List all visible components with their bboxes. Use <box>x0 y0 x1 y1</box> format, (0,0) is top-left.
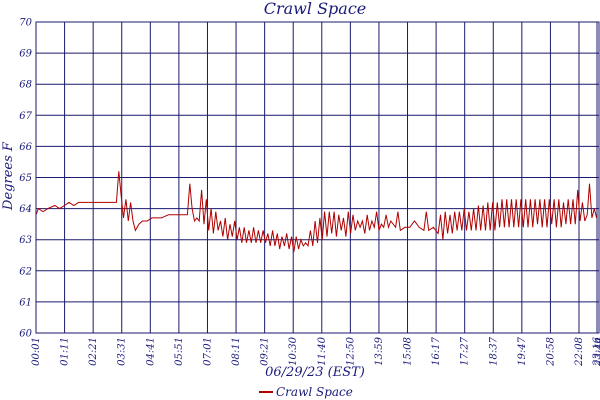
plot-frame <box>35 21 600 334</box>
x-tick-label: 08:11 <box>231 337 242 366</box>
x-tick-label: 11:40 <box>317 336 328 365</box>
y-tick-label: 63 <box>19 235 32 246</box>
x-tick-label: 09:21 <box>260 337 271 366</box>
x-tick-label: 00:01 <box>31 337 42 366</box>
y-tick-label: 66 <box>19 142 32 153</box>
y-tick-label: 64 <box>19 204 32 215</box>
x-tick-label: 18:37 <box>488 336 499 365</box>
legend: Crawl Space <box>259 385 353 399</box>
x-tick-label: 13:59 <box>374 336 385 365</box>
x-tick-label: 16:17 <box>431 336 442 365</box>
x-tick-label: 10:30 <box>288 336 299 365</box>
x-tick-label: 19:47 <box>517 336 528 365</box>
x-tick-label: 12:50 <box>345 336 356 365</box>
y-tick-label: 67 <box>19 111 32 122</box>
x-tick-label: 05:51 <box>174 337 185 366</box>
grid-layer <box>35 21 600 334</box>
x-tick-label: 07:01 <box>202 337 213 366</box>
y-tick-labels: 60 61 62 63 64 65 66 67 68 69 70 <box>19 18 32 340</box>
chart-title: Crawl Space <box>264 0 367 18</box>
x-tick-label: 03:31 <box>117 337 128 366</box>
x-tick-label: 22:08 <box>574 337 585 367</box>
x-tick-label: 04:41 <box>145 337 156 366</box>
x-tick-label: 17:27 <box>460 336 471 365</box>
y-axis-label: Degrees F <box>1 141 16 211</box>
y-tick-label: 68 <box>19 80 32 91</box>
x-axis-label: 06/29/23 (EST) <box>265 365 365 380</box>
y-tick-label: 70 <box>19 18 32 29</box>
y-tick-label: 65 <box>19 173 32 184</box>
x-tick-label: 15:08 <box>403 337 414 366</box>
x-tick-labels: 00:01 01:11 02:21 03:31 04:41 05:51 07:01 08:11… <box>31 336 600 366</box>
y-tick-label: 62 <box>19 266 32 277</box>
y-tick-label: 69 <box>19 49 32 60</box>
x-tick-label: 02:21 <box>88 337 99 366</box>
series-line-crawl-space <box>35 171 598 253</box>
x-tick-label: 23:44 <box>594 337 600 367</box>
x-tick-label: 01:11 <box>60 337 71 366</box>
series-layer <box>35 171 598 253</box>
y-tick-label: 61 <box>19 297 32 308</box>
y-tick-label: 60 <box>19 329 32 340</box>
x-tick-label: 23:16 <box>592 336 600 366</box>
legend-label: Crawl Space <box>276 385 353 399</box>
x-tick-label: 20:58 <box>545 337 556 367</box>
